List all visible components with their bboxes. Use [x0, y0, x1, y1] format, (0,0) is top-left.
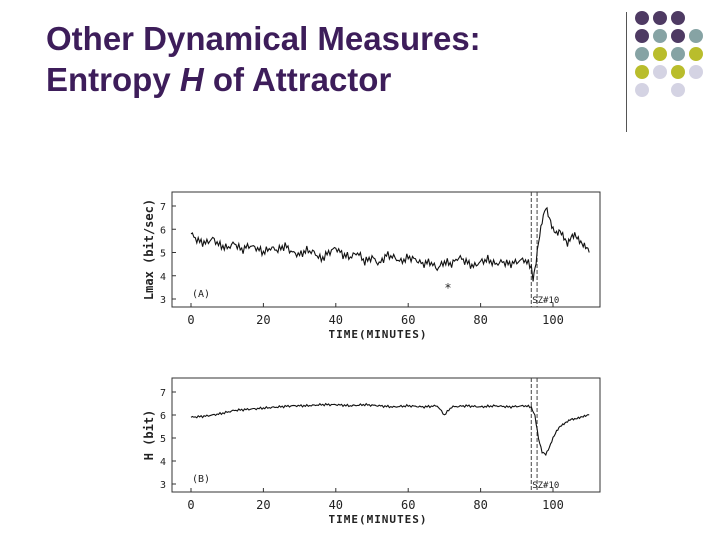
chart-a-y-tick-label: 6	[160, 225, 166, 236]
chart-a-y-tick-label: 3	[160, 295, 166, 306]
chart-b-annotation-seizure: SZ#10	[532, 481, 559, 491]
chart-a-y-tick-label: 7	[160, 202, 166, 213]
chart-a-x-tick-label: 20	[256, 313, 270, 327]
chart-a-annotation-seizure: SZ#10	[532, 296, 559, 306]
chart-b-x-axis-label: TIME(MINUTES)	[328, 513, 427, 526]
chart-b-y-tick-label: 5	[160, 434, 166, 445]
chart-a-x-tick-label: 40	[329, 313, 343, 327]
chart-b-y-tick-label: 4	[160, 457, 166, 468]
chart-b-y-tick-label: 6	[160, 411, 166, 422]
decorative-divider	[626, 12, 627, 132]
title-line-2-prefix: Entropy	[46, 61, 180, 98]
chart-a-annotation-star: *	[444, 281, 451, 295]
chart-a-x-axis-label: TIME(MINUTES)	[328, 328, 427, 341]
chart-a-x-tick-label: 0	[187, 313, 194, 327]
chart-b-panel-label: (B)	[192, 474, 210, 485]
chart-b-y-axis-label: H (bit)	[142, 410, 156, 461]
slide-title: Other Dynamical Measures: Entropy H of A…	[46, 18, 481, 100]
chart-a-series-line	[190, 206, 590, 282]
chart-a-x-tick-label: 80	[473, 313, 487, 327]
title-line-2-italic: H	[179, 61, 204, 98]
chart-a-y-axis-label: Lmax (bit/sec)	[142, 199, 156, 300]
chart-b-x-tick-label: 0	[187, 498, 194, 512]
title-line-2-suffix: of Attractor	[203, 61, 392, 98]
chart-b-y-tick-label: 7	[160, 388, 166, 399]
chart-a-x-tick-label: 100	[542, 313, 564, 327]
chart-b-x-tick-label: 40	[329, 498, 343, 512]
chart-b-x-tick-label: 20	[256, 498, 270, 512]
chart-a-x-tick-label: 60	[401, 313, 415, 327]
chart-b-series-line	[190, 402, 590, 457]
chart-b-x-tick-label: 80	[473, 498, 487, 512]
chart-a-frame	[171, 191, 601, 308]
chart-b-x-tick-label: 100	[542, 498, 564, 512]
chart-a-panel-label: (A)	[192, 289, 210, 300]
chart-b-x-tick-label: 60	[401, 498, 415, 512]
chart-a-y-tick-label: 4	[160, 272, 166, 283]
chart-b-y-tick-label: 3	[160, 480, 166, 491]
chart-a-y-tick-label: 5	[160, 249, 166, 260]
chart-b-frame	[171, 377, 601, 493]
title-line-1: Other Dynamical Measures:	[46, 20, 481, 57]
